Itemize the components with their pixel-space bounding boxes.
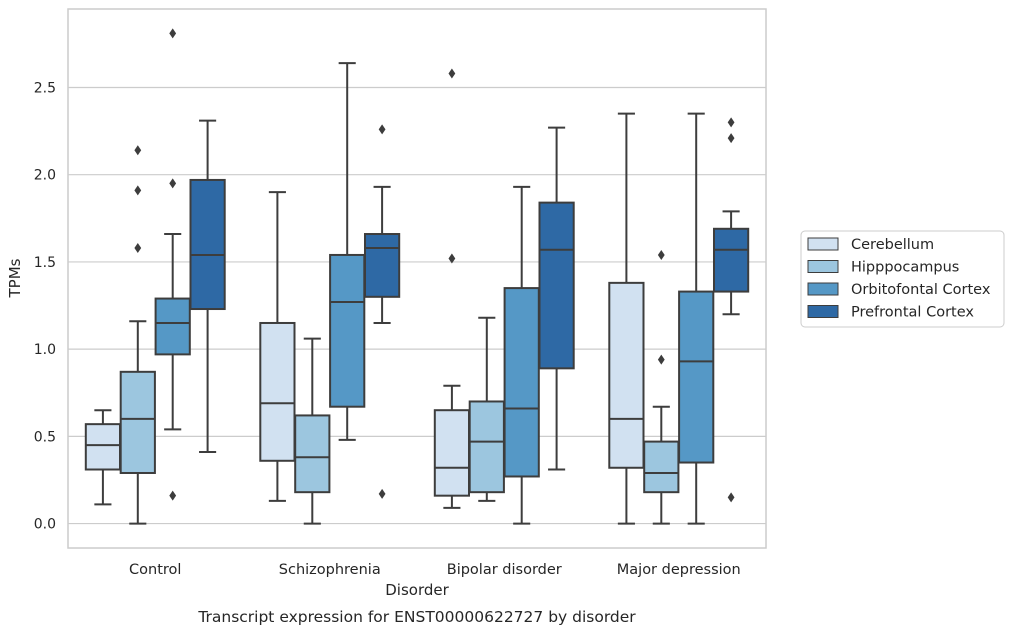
legend-label: Cerebellum [851, 237, 934, 253]
legend-frame [800, 230, 1005, 328]
outlier-point [378, 124, 386, 135]
outlier-point [134, 242, 142, 253]
outlier-point [657, 249, 665, 260]
x-tick-label: Schizophrenia [279, 562, 381, 578]
box-group [468, 316, 505, 502]
box-iqr [468, 400, 505, 494]
legend-label: Orbitofontal Cortex [851, 282, 991, 298]
box-group [538, 126, 575, 471]
box-iqr [119, 370, 156, 474]
legend-swatch [807, 282, 839, 296]
box-group [259, 191, 296, 502]
box-group [643, 249, 680, 525]
y-tick-label: 1.0 [34, 342, 56, 358]
outlier-point [448, 68, 456, 79]
box-group [363, 124, 401, 499]
box-iqr [294, 414, 331, 494]
box-iqr [712, 227, 750, 293]
legend-swatch [807, 260, 839, 273]
legend-label: Prefrontal Cortex [851, 305, 974, 321]
outlier-point [169, 490, 177, 501]
outlier-point [134, 145, 142, 156]
x-tick-label: Major depression [617, 562, 741, 578]
legend-items: Cerebellum Hipppocampus Orbitofontal Corte… [807, 237, 991, 321]
outlier-point [169, 28, 177, 39]
box-iqr [538, 201, 575, 370]
y-tick-label: 2.0 [34, 168, 56, 184]
outlier-point [657, 354, 665, 365]
y-ticks: 0.0 0.5 1.0 1.5 2.0 2.5 [34, 80, 56, 532]
box-iqr [329, 253, 366, 408]
box-iqr [189, 178, 226, 311]
outlier-point [134, 185, 142, 196]
y-tick-label: 2.5 [34, 80, 56, 96]
outlier-point [378, 488, 386, 499]
box-group [712, 117, 750, 503]
legend-label: Hipppocampus [851, 260, 959, 276]
legend: Cerebellum Hipppocampus Orbitofontal Corte… [800, 230, 1005, 328]
box-group [189, 119, 226, 454]
box-group [84, 409, 122, 506]
box-iqr [433, 409, 471, 497]
box-group [294, 337, 331, 525]
box-iqr [608, 281, 645, 469]
legend-swatch [807, 237, 839, 251]
x-axis-label: Disorder [385, 581, 449, 599]
outlier-point [448, 253, 456, 264]
box-iqr [363, 233, 401, 298]
boxes [84, 28, 750, 525]
box-group [678, 112, 715, 525]
box-iqr [259, 321, 296, 462]
outlier-point [727, 117, 735, 128]
box-group [329, 62, 366, 441]
chart-caption: Transcript expression for ENST0000062272… [197, 608, 636, 626]
x-tick-label: Bipolar disorder [447, 562, 562, 578]
box-iqr [84, 423, 122, 471]
legend-swatch [807, 305, 839, 318]
box-iqr [643, 440, 680, 494]
y-tick-label: 0.0 [34, 517, 56, 533]
box-iqr [503, 287, 540, 478]
outlier-point [169, 178, 177, 189]
box-iqr [154, 297, 191, 356]
y-tick-label: 0.5 [34, 429, 56, 445]
box-group [119, 145, 156, 525]
box-group [608, 112, 645, 525]
x-ticks: Control Schizophrenia Bipolar disorder Majo… [129, 562, 741, 578]
y-tick-label: 1.5 [34, 255, 56, 271]
box-group [154, 28, 191, 501]
outlier-point [727, 133, 735, 144]
box-iqr [678, 290, 715, 464]
box-group [503, 185, 540, 525]
y-axis-label: TPMs [6, 258, 24, 298]
x-tick-label: Control [129, 562, 181, 578]
plot-frame [67, 8, 767, 549]
box-group [433, 68, 471, 509]
outlier-point [727, 492, 735, 503]
